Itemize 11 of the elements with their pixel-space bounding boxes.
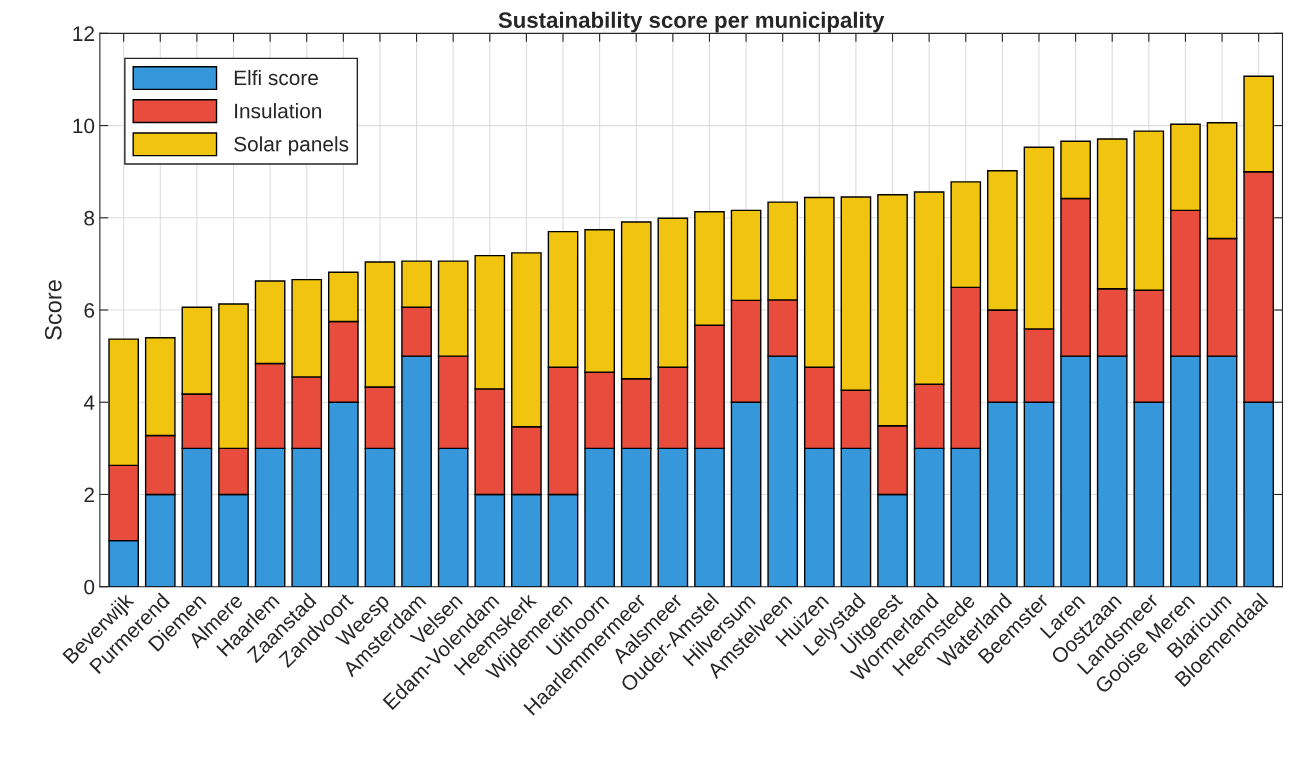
legend-label: Elfi score (234, 69, 318, 86)
y-tick-label: 8 (84, 210, 95, 226)
legend-label: Solar panels (234, 136, 349, 156)
y-axis-title: Score (44, 280, 62, 340)
legend-label: Insulation (235, 103, 322, 119)
y-tick-label: 2 (84, 487, 94, 503)
y-tick-label: 4 (83, 395, 95, 410)
chart-title: Sustainability score per municipality (498, 11, 885, 33)
y-tick-label: 6 (84, 303, 95, 318)
y-tick-label: 10 (73, 118, 95, 134)
y-tick-label: 12 (73, 26, 94, 41)
